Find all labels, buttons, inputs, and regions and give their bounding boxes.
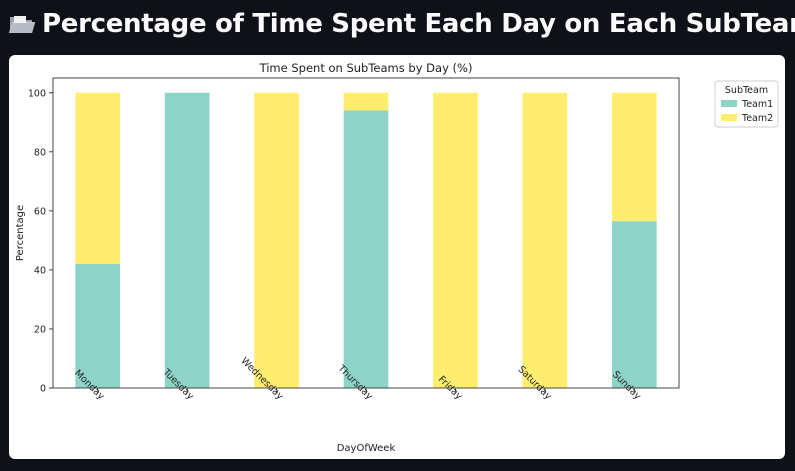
y-axis-label: Percentage xyxy=(15,205,26,261)
bar-team2-friday xyxy=(433,92,478,388)
bar-team1-monday xyxy=(75,264,121,388)
y-tick-label: 100 xyxy=(28,88,46,99)
y-tick-label: 0 xyxy=(40,384,46,395)
plot-frame xyxy=(52,77,680,389)
legend-title: SubTeam xyxy=(725,85,768,96)
x-axis-label: DayOfWeek xyxy=(337,443,396,454)
y-tick-label: 80 xyxy=(34,147,46,158)
legend-label-team2: Team2 xyxy=(741,113,773,124)
bar-team1-tuesday xyxy=(164,92,210,388)
page-title: Percentage of Time Spent Each Day on Eac… xyxy=(42,9,795,39)
y-axis: 0 20 40 60 80 100 xyxy=(28,88,53,395)
bar-team2-saturday xyxy=(522,92,568,388)
folder-icon xyxy=(9,16,35,33)
y-tick-label: 60 xyxy=(34,206,46,217)
bar-team2-monday xyxy=(75,92,121,264)
bar-team2-thursday xyxy=(343,92,389,111)
bar-chart: Time Spent on SubTeams by Day (%) 0 20 40 6… xyxy=(15,61,779,454)
bar-team2-wednesday xyxy=(254,92,299,388)
bar-team1-sunday xyxy=(611,221,657,388)
bar-team1-thursday xyxy=(343,110,389,388)
legend-swatch-team2 xyxy=(721,114,737,121)
y-tick-label: 40 xyxy=(34,265,46,276)
legend: SubTeam Team1 Team2 xyxy=(714,80,779,128)
page-header: Percentage of Time Spent Each Day on Eac… xyxy=(8,4,795,44)
bars-layer xyxy=(75,92,657,388)
legend-label-team1: Team1 xyxy=(741,99,773,110)
y-tick-label: 20 xyxy=(34,324,46,335)
bar-team2-sunday xyxy=(611,92,657,222)
chart-card: Time Spent on SubTeams by Day (%) 0 20 40 6… xyxy=(9,55,785,459)
legend-swatch-team1 xyxy=(721,100,737,107)
chart-title: Time Spent on SubTeams by Day (%) xyxy=(259,61,473,75)
